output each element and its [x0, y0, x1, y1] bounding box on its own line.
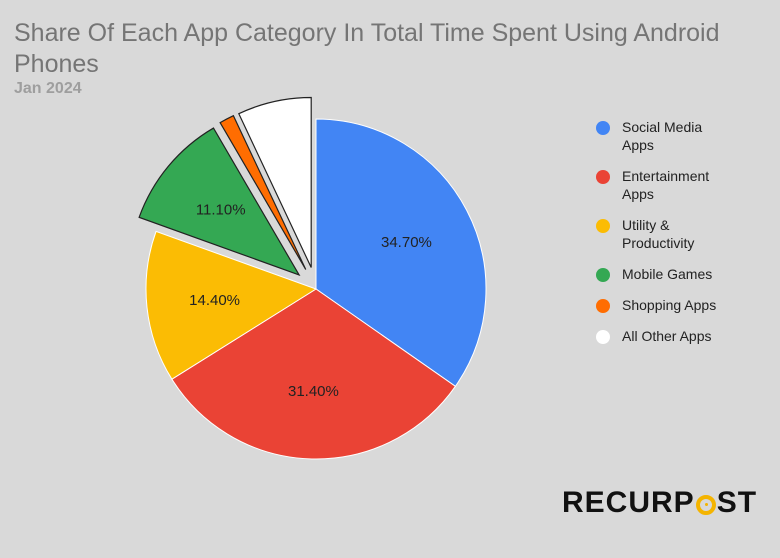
legend-swatch-icon — [596, 268, 610, 282]
legend-swatch-icon — [596, 170, 610, 184]
pie-slice-social-media-apps — [315, 118, 487, 388]
pie-slice-mobile-games — [138, 127, 301, 277]
legend-item: Utility & Productivity — [596, 216, 776, 252]
recurpost-logo: RECURP ST — [562, 486, 757, 520]
legend-item: Mobile Games — [596, 265, 776, 283]
data-label: 34.70% — [381, 234, 432, 251]
logo-text-end: ST — [716, 486, 758, 519]
legend-swatch-icon — [596, 330, 610, 344]
legend-item: All Other Apps — [596, 327, 776, 345]
data-label: 14.40% — [189, 292, 240, 309]
pie-slice-entertainment-apps — [171, 288, 457, 460]
legend-item: Social Media Apps — [596, 118, 776, 154]
legend-label: All Other Apps — [622, 328, 712, 344]
pie-slice-all-other-apps — [238, 96, 312, 268]
data-label: 11.10% — [196, 202, 246, 219]
legend-item: Shopping Apps — [596, 296, 776, 314]
legend-label: Entertainment Apps — [622, 168, 710, 202]
legend-label: Social Media Apps — [622, 119, 703, 153]
pie-slice-shopping-apps — [219, 114, 307, 270]
chart-legend: Social Media Apps Entertainment Apps Utili… — [596, 118, 776, 358]
legend-label: Shopping Apps — [622, 297, 717, 313]
pie-slice-utility-productivity — [145, 230, 318, 380]
legend-label: Utility & Productivity — [622, 217, 695, 251]
logo-o-icon — [695, 495, 716, 515]
legend-swatch-icon — [596, 219, 610, 233]
legend-swatch-icon — [596, 299, 610, 313]
logo-text-start: RECURP — [562, 486, 695, 519]
chart-title: Share Of Each App Category In Total Time… — [14, 19, 720, 78]
data-label: 31.40% — [288, 383, 339, 400]
legend-item: Entertainment Apps — [596, 167, 776, 203]
chart-subtitle: Jan 2024 — [14, 80, 82, 97]
legend-swatch-icon — [596, 121, 610, 135]
legend-label: Mobile Games — [622, 266, 713, 282]
